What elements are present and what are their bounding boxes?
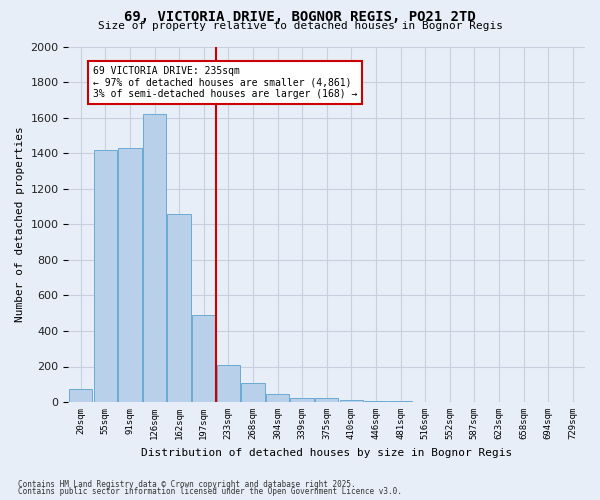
Bar bbox=[266, 394, 289, 402]
Bar bbox=[241, 384, 265, 402]
Bar bbox=[143, 114, 166, 402]
Text: Size of property relative to detached houses in Bognor Regis: Size of property relative to detached ho… bbox=[97, 21, 503, 31]
X-axis label: Distribution of detached houses by size in Bognor Regis: Distribution of detached houses by size … bbox=[141, 448, 512, 458]
Bar bbox=[217, 364, 240, 402]
Text: 69 VICTORIA DRIVE: 235sqm
← 97% of detached houses are smaller (4,861)
3% of sem: 69 VICTORIA DRIVE: 235sqm ← 97% of detac… bbox=[93, 66, 358, 100]
Bar bbox=[94, 150, 117, 402]
Bar bbox=[340, 400, 363, 402]
Bar bbox=[315, 398, 338, 402]
Y-axis label: Number of detached properties: Number of detached properties bbox=[15, 126, 25, 322]
Bar bbox=[167, 214, 191, 402]
Bar bbox=[389, 401, 412, 402]
Bar bbox=[192, 315, 215, 402]
Bar bbox=[69, 388, 92, 402]
Text: Contains HM Land Registry data © Crown copyright and database right 2025.: Contains HM Land Registry data © Crown c… bbox=[18, 480, 356, 489]
Bar bbox=[364, 401, 388, 402]
Bar bbox=[290, 398, 314, 402]
Text: Contains public sector information licensed under the Open Government Licence v3: Contains public sector information licen… bbox=[18, 487, 402, 496]
Text: 69, VICTORIA DRIVE, BOGNOR REGIS, PO21 2TD: 69, VICTORIA DRIVE, BOGNOR REGIS, PO21 2… bbox=[124, 10, 476, 24]
Bar bbox=[118, 148, 142, 402]
